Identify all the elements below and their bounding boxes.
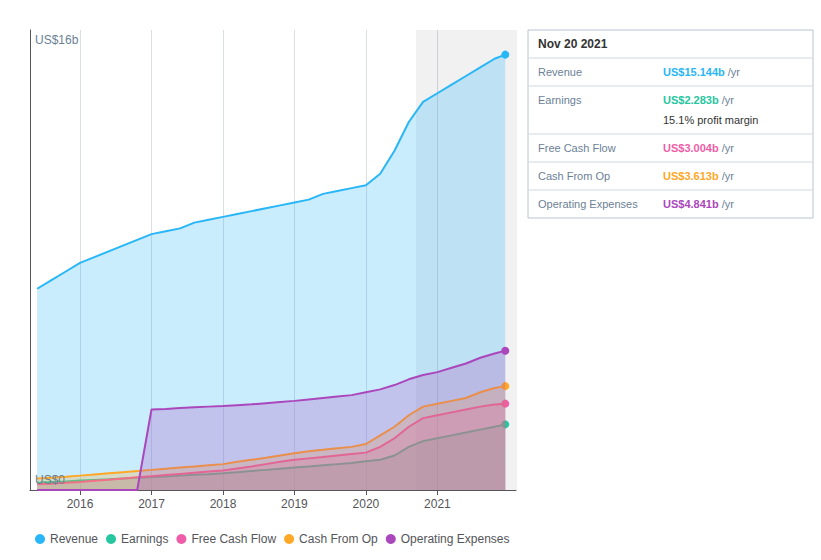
- svg-text:2019: 2019: [281, 497, 308, 511]
- svg-text:US$2.283b: US$2.283b: [663, 94, 719, 106]
- svg-text:Free Cash Flow: Free Cash Flow: [191, 532, 276, 546]
- svg-text:/yr: /yr: [722, 142, 735, 154]
- svg-text:/yr: /yr: [722, 198, 735, 210]
- svg-text:Operating Expenses: Operating Expenses: [401, 532, 510, 546]
- svg-text:/yr: /yr: [722, 94, 735, 106]
- svg-text:Free Cash Flow: Free Cash Flow: [538, 142, 616, 154]
- svg-text:US$15.144b: US$15.144b: [663, 66, 725, 78]
- svg-text:Operating Expenses: Operating Expenses: [538, 198, 638, 210]
- svg-text:Cash From Op: Cash From Op: [538, 170, 610, 182]
- svg-text:2017: 2017: [138, 497, 165, 511]
- svg-text:Nov 20 2021: Nov 20 2021: [538, 37, 608, 51]
- svg-text:2018: 2018: [210, 497, 237, 511]
- svg-text:2021: 2021: [424, 497, 451, 511]
- svg-text:Revenue: Revenue: [538, 66, 582, 78]
- svg-text:/yr: /yr: [728, 66, 741, 78]
- svg-text:Cash From Op: Cash From Op: [299, 532, 378, 546]
- svg-text:Earnings: Earnings: [121, 532, 168, 546]
- svg-text:Earnings: Earnings: [538, 94, 582, 106]
- svg-text:US$3.004b: US$3.004b: [663, 142, 719, 154]
- svg-text:US$0: US$0: [35, 473, 65, 487]
- svg-text:2016: 2016: [67, 497, 94, 511]
- svg-text:US$4.841b: US$4.841b: [663, 198, 719, 210]
- svg-text:2020: 2020: [353, 497, 380, 511]
- svg-text:US$16b: US$16b: [35, 33, 79, 47]
- svg-text:US$3.613b: US$3.613b: [663, 170, 719, 182]
- svg-text:15.1% profit margin: 15.1% profit margin: [663, 114, 758, 126]
- svg-text:Revenue: Revenue: [50, 532, 98, 546]
- svg-text:/yr: /yr: [722, 170, 735, 182]
